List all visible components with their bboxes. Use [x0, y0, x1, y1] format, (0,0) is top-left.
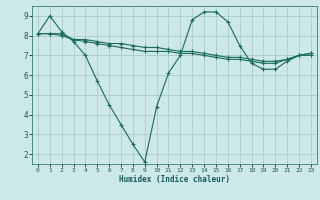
X-axis label: Humidex (Indice chaleur): Humidex (Indice chaleur): [119, 175, 230, 184]
